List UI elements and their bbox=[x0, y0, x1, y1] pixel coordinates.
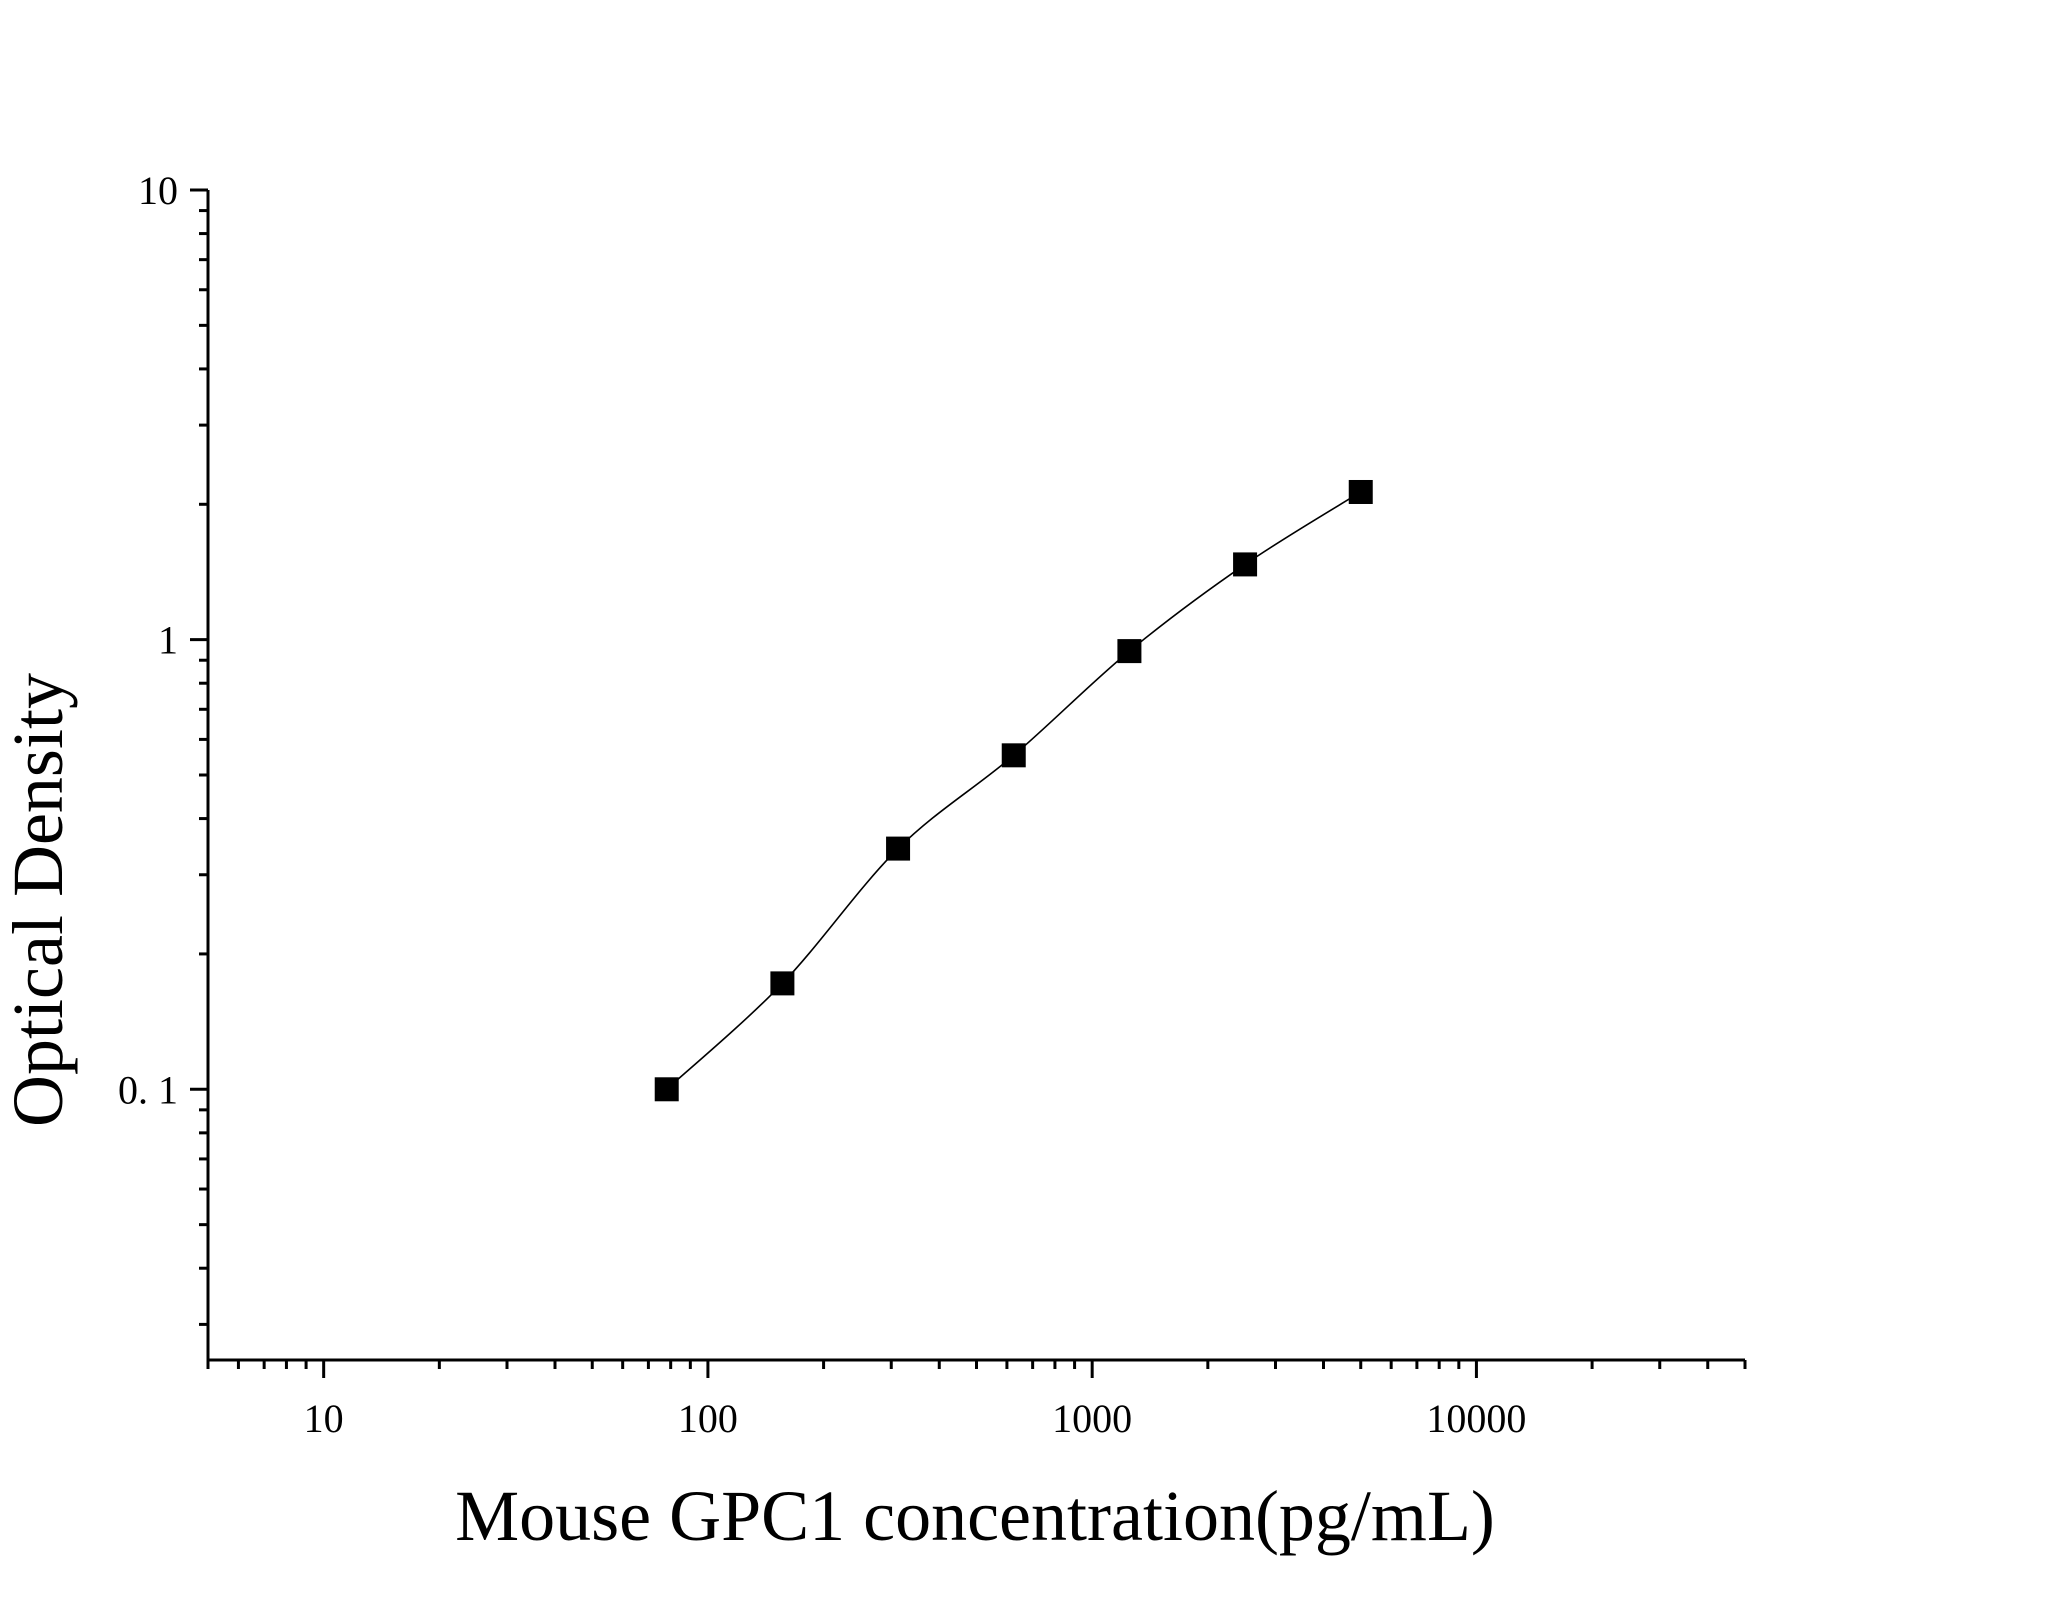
data-point-marker bbox=[770, 971, 795, 996]
data-point-marker bbox=[1117, 639, 1142, 664]
x-tick-label: 10000 bbox=[1426, 1396, 1526, 1441]
data-point-marker bbox=[1001, 743, 1026, 768]
data-point-marker bbox=[886, 836, 911, 861]
x-tick-label: 1000 bbox=[1052, 1396, 1132, 1441]
x-axis-title: Mouse GPC1 concentration(pg/mL) bbox=[455, 1476, 1495, 1556]
y-tick-label: 0. 1 bbox=[118, 1067, 178, 1112]
y-axis-title: Optical Density bbox=[0, 673, 78, 1127]
plot-area bbox=[654, 479, 1373, 1102]
x-tick-label: 100 bbox=[678, 1396, 738, 1441]
data-point-marker bbox=[654, 1077, 679, 1102]
fit-curve-layer bbox=[666, 491, 1362, 1090]
x-tick-label: 10 bbox=[304, 1396, 344, 1441]
data-point-marker bbox=[1348, 479, 1373, 504]
y-tick-label: 1 bbox=[158, 618, 178, 663]
data-point-marker bbox=[1233, 552, 1258, 577]
y-tick-label: 10 bbox=[138, 168, 178, 213]
x-axis-tick-labels: 10 100 1000 10000 bbox=[304, 1396, 1527, 1441]
y-axis-tick-labels: 0. 1 1 10 bbox=[118, 168, 178, 1112]
data-markers bbox=[654, 479, 1373, 1102]
fit-curve bbox=[666, 491, 1362, 1090]
x-axis-ticks bbox=[206, 1360, 1747, 1378]
y-axis-ticks bbox=[190, 188, 208, 1326]
